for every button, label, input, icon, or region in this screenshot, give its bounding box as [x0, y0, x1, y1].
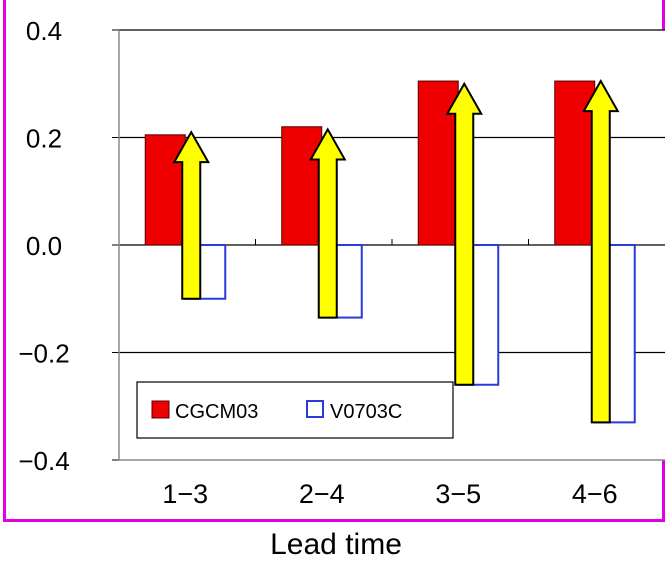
change-arrow — [582, 79, 620, 424]
legend-label-cgcm03: CGCM03 — [175, 401, 258, 423]
bar-cgcm03 — [281, 126, 323, 246]
y-tick-label: −0.2 — [18, 339, 69, 369]
y-tick-label: −0.4 — [18, 446, 69, 476]
change-arrow — [309, 127, 347, 319]
legend-swatch-cgcm03 — [151, 400, 170, 419]
x-tick-label: 1−3 — [162, 479, 208, 509]
change-arrow — [172, 130, 210, 300]
x-axis-label: Lead time — [270, 528, 402, 561]
x-tick-label: 2−4 — [299, 479, 345, 509]
chart-svg: 0.4 0.2 0.0 −0.2 −0.4 1−3 2−4 3−5 4−6 CGCM03 V0703… — [18, 16, 665, 509]
legend-swatch-v0703c — [306, 400, 324, 418]
legend-box — [136, 381, 454, 439]
y-tick-label: 0.2 — [26, 124, 62, 154]
legend-label-v0703c: V0703C — [330, 401, 402, 423]
change-arrow — [445, 81, 483, 386]
x-tick-label: 4−6 — [572, 479, 618, 509]
y-tick-label: 0.0 — [26, 231, 62, 261]
y-tick-label: 0.4 — [26, 16, 62, 46]
x-tick-label: 3−5 — [435, 479, 481, 509]
